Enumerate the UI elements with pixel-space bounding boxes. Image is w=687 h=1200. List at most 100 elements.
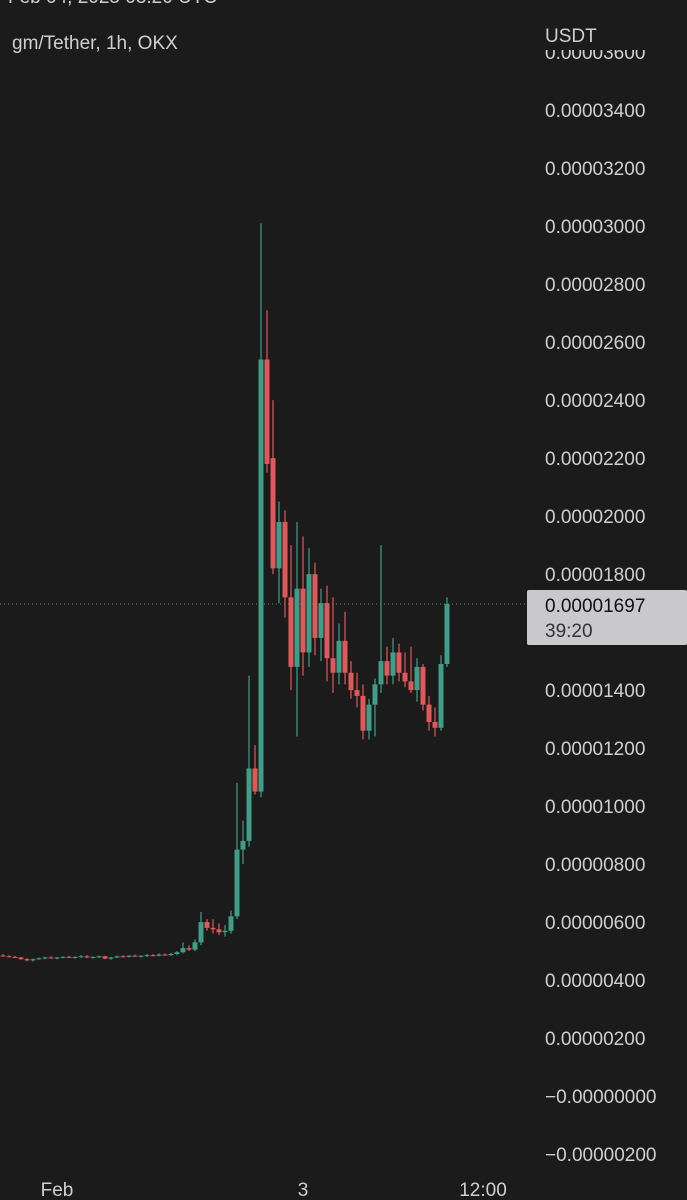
candle-body [234,849,240,917]
axis-header [530,0,687,50]
candle-body [246,768,252,841]
candle-body [444,603,450,665]
x-tick-label: Feb [41,1180,74,1200]
candle-body [366,704,372,731]
y-tick-label: 0.00002200 [545,449,645,470]
candle-body [414,666,420,691]
y-tick-label: 0.00000400 [545,971,645,992]
y-tick-label: 0.00001400 [545,681,645,702]
countdown: 39:20 [545,621,593,642]
candle-body [282,521,288,598]
candle-body [228,916,234,931]
candle-body [18,957,24,960]
candle-body [306,574,312,653]
candle-body [174,952,180,954]
candle-body [84,956,90,958]
candle-body [114,956,120,958]
candle-body [438,664,444,728]
axis-unit: USDT [545,26,597,47]
y-tick-label: 0.00002800 [545,275,645,296]
candle-body [102,956,108,959]
candle-body [162,954,168,956]
y-tick-label: 0.00003000 [545,217,645,238]
candle-body [288,597,294,667]
candle-body [264,359,270,464]
candle-body [168,953,174,956]
candle-body [12,956,18,958]
candle-body [336,640,342,673]
y-tick-label: 0.00003400 [545,101,645,122]
candle-body [90,956,96,958]
candle-body [312,574,318,638]
candle-body [132,955,138,957]
y-tick-label: 0.00000800 [545,855,645,876]
candle-body [78,956,84,958]
candle-body [54,957,60,959]
y-tick-label: 0.00003200 [545,159,645,180]
candle-body [180,948,186,953]
candle-body [252,768,258,792]
candle-body [42,957,48,959]
candle-body [330,658,336,673]
candle-body [396,652,402,673]
plot: 0.000036000.000034000.000032000.00003000… [0,43,656,1200]
candle-body [108,957,114,959]
candle-body [96,956,102,958]
candle-body [324,603,330,659]
candle-body [240,840,246,850]
candle-body [204,922,210,928]
candle-body [402,672,408,682]
y-tick-label: 0.00001000 [545,797,645,818]
candle-body [198,922,204,943]
x-tick-label: 12:00 [459,1180,507,1200]
candle-body [348,672,354,691]
y-tick-label: 0.00001800 [545,565,645,586]
y-tick-label: 0.00000200 [545,1029,645,1050]
candle-body [138,955,144,957]
y-tick-label: 0.00000600 [545,913,645,934]
candle-body [342,640,348,673]
candle-body [354,690,360,696]
chart-title: gm/Tether, 1h, OKX [12,33,178,54]
candle-body [156,954,162,956]
candle-body [270,458,276,569]
candle-body [426,704,432,723]
last-price-label: 0.00001697 [545,596,645,617]
candle-body [60,956,66,958]
candle-body [66,956,72,958]
candle-body [420,666,426,705]
candle-body [384,661,390,676]
last-price-box [527,589,687,645]
y-tick-label: −0.00000200 [545,1145,656,1166]
candle-body [294,588,300,667]
candle-body [318,603,324,638]
candle-body [276,521,282,569]
candle-body [360,695,366,731]
candle-body [408,681,414,691]
timestamp: Feb 04, 2025 03:20 UTC [8,0,217,8]
x-tick-label: 3 [298,1180,309,1200]
candle-body [144,955,150,957]
candle-body [150,955,156,957]
candle-body [210,927,216,930]
candle-body [36,958,42,960]
candle-body [432,722,438,728]
candle-body [186,948,192,950]
candle-body [24,959,30,961]
candle-body [222,930,228,933]
candle-body [192,942,198,950]
candle-body [216,929,222,933]
y-tick-label: −0.00000000 [545,1087,656,1108]
candle-body [120,956,126,958]
candle-body [48,957,54,959]
candle-body [72,956,78,958]
y-tick-label: 0.00002000 [545,507,645,528]
y-tick-label: 0.00002400 [545,391,645,412]
candle-body [390,652,396,676]
y-tick-label: 0.00002600 [545,333,645,354]
candle-body [378,661,384,685]
y-tick-label: 0.00001200 [545,739,645,760]
candle-body [126,955,132,957]
candle-body [0,955,6,957]
